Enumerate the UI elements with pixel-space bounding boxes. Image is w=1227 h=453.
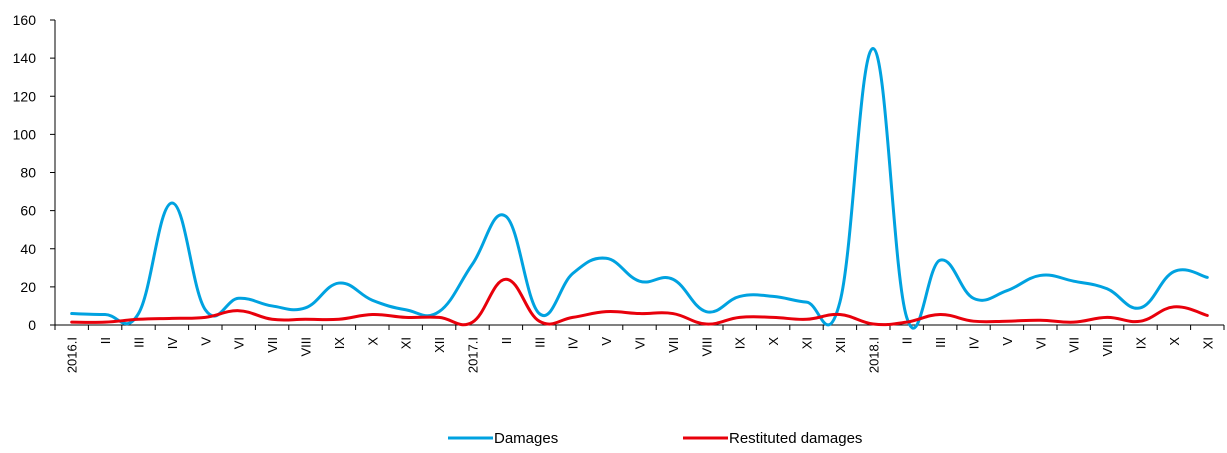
x-tick-label: VIII: [1100, 337, 1115, 357]
x-tick-label: IX: [733, 337, 748, 350]
legend-label-damages: Damages: [494, 430, 558, 447]
series-layer: [72, 49, 1208, 329]
x-tick-label: IX: [1134, 337, 1149, 350]
x-tick-label: X: [1167, 337, 1182, 346]
x-tick-label: IV: [165, 337, 180, 350]
y-tick-label: 140: [13, 50, 37, 66]
y-tick-label: 100: [13, 126, 37, 142]
series-line-damages: [72, 49, 1208, 329]
x-tick-label: 2018.I: [866, 337, 881, 373]
y-tick-label: 20: [20, 279, 36, 295]
x-tick-label: III: [132, 337, 147, 348]
x-tick-label: II: [900, 337, 915, 344]
y-tick-label: 0: [28, 317, 36, 333]
x-tick-label: X: [365, 337, 380, 346]
x-tick-label: III: [933, 337, 948, 348]
x-tick-label: 2017.I: [466, 337, 481, 373]
series-line-restituted-damages: [72, 279, 1208, 324]
x-tick-label: VI: [633, 337, 648, 349]
x-tick-label: X: [766, 337, 781, 346]
x-tick-label: V: [198, 337, 213, 346]
y-tick-label: 160: [13, 12, 37, 28]
x-tick-label: VII: [265, 337, 280, 353]
x-tick-label: IV: [566, 337, 581, 350]
x-tick-label: VIII: [299, 337, 314, 357]
x-tick-label: II: [499, 337, 514, 344]
x-tick-label: VI: [232, 337, 247, 349]
y-tick-label: 80: [20, 165, 36, 181]
legend-label-restituted-damages: Restituted damages: [729, 430, 862, 447]
legend: Damages Restituted damages: [448, 430, 862, 447]
x-tick-label: XII: [432, 337, 447, 353]
x-tick-label: 2016.I: [65, 337, 80, 373]
x-tick-label: II: [98, 337, 113, 344]
x-tick-label: XII: [833, 337, 848, 353]
x-tick-label: VIII: [699, 337, 714, 357]
x-tick-label: XI: [399, 337, 414, 349]
x-tick-label: III: [532, 337, 547, 348]
x-tick-label: IV: [967, 337, 982, 350]
x-tick-label: VI: [1033, 337, 1048, 349]
x-tick-label: VII: [666, 337, 681, 353]
x-tick-label: V: [599, 337, 614, 346]
x-tick-label: XI: [800, 337, 815, 349]
x-tick-label: XI: [1200, 337, 1215, 349]
x-tick-label: V: [1000, 337, 1015, 346]
x-tick-label: VII: [1067, 337, 1082, 353]
y-tick-label: 120: [13, 88, 37, 104]
x-tick-label: IX: [332, 337, 347, 350]
y-tick-label: 60: [20, 203, 36, 219]
y-tick-label: 40: [20, 241, 36, 257]
